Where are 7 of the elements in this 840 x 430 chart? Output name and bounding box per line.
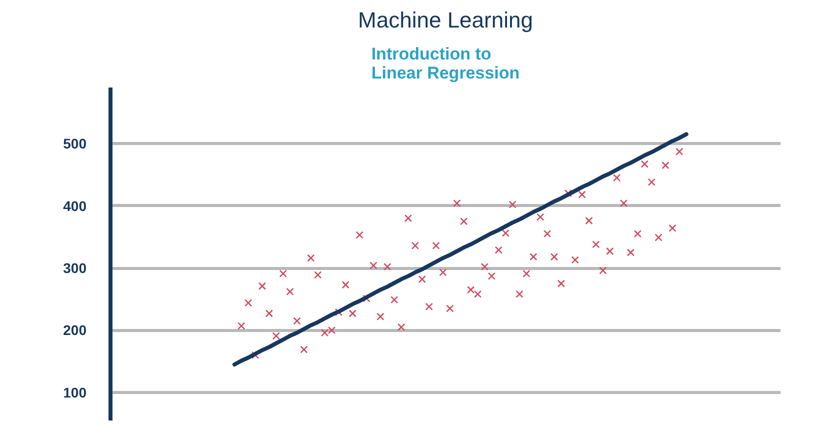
chart-title: Machine Learning	[358, 8, 533, 32]
y-tick-label: 500	[63, 136, 87, 152]
y-tick-label: 200	[63, 322, 87, 338]
y-tick-label: 100	[63, 384, 87, 400]
y-tick-label: 300	[63, 260, 87, 276]
y-tick-label: 400	[63, 198, 87, 214]
chart-subtitle: Introduction to Linear Regression	[371, 44, 520, 82]
